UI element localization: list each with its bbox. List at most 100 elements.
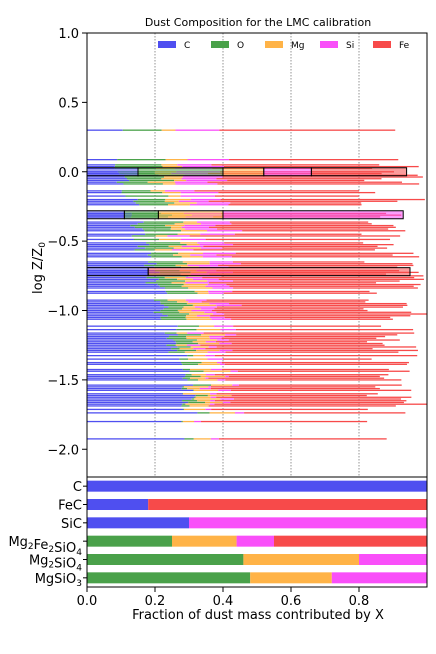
thin-bar-Fe xyxy=(227,179,365,182)
thin-bar-Mg xyxy=(187,387,200,390)
thin-bar-C xyxy=(87,181,117,183)
thin-bar-C xyxy=(87,263,157,265)
highlighted-bar-Mg xyxy=(222,167,265,177)
thin-bar-Si xyxy=(190,198,221,201)
thin-bar-Si xyxy=(167,235,190,237)
thin-bar-Fe xyxy=(231,318,393,320)
thin-bar-Mg xyxy=(164,176,183,178)
thin-bar-Mg xyxy=(194,290,209,293)
thin-bar-O xyxy=(181,387,188,390)
thin-bar-Mg xyxy=(161,129,176,131)
thin-bar-Mg xyxy=(176,332,188,334)
thin-bar-Mg xyxy=(188,287,213,289)
thin-bar-Fe xyxy=(208,377,385,379)
thin-bar-O xyxy=(181,405,190,407)
thin-bar-Fe xyxy=(200,344,385,346)
thin-bar-Si xyxy=(220,328,236,331)
thin-bar-O xyxy=(148,261,183,263)
thin-bar-Mg xyxy=(207,394,232,397)
thin-bar-O xyxy=(134,249,155,251)
thin-bar-Si xyxy=(209,302,230,305)
thin-bar-O xyxy=(145,233,178,235)
species-bar-Si xyxy=(359,554,427,565)
thin-bar-O xyxy=(145,282,172,284)
thin-bar-C xyxy=(87,401,189,404)
thin-bar-Fe xyxy=(214,403,427,405)
thin-bar-Si xyxy=(188,301,202,303)
thin-bar-O xyxy=(151,252,179,254)
thin-bar-Fe xyxy=(229,285,414,287)
thin-bar-O xyxy=(123,183,163,185)
thin-bar-O xyxy=(182,400,198,402)
thin-bar-Fe xyxy=(221,361,409,364)
legend-swatch-Si xyxy=(320,41,338,48)
thin-bar-Si xyxy=(185,282,209,284)
species-bar-C xyxy=(87,480,427,492)
thin-bar-Fe xyxy=(231,223,372,225)
thin-bar-Mg xyxy=(186,318,212,320)
thin-bar-O xyxy=(145,247,174,249)
thin-bar-Si xyxy=(202,256,232,258)
thin-bar-C xyxy=(87,287,165,289)
thin-bar-C xyxy=(87,202,136,204)
thin-bar-Si xyxy=(219,363,225,365)
species-label: SiC xyxy=(61,517,82,532)
thin-bar-Si xyxy=(172,249,194,251)
thin-bar-Fe xyxy=(209,226,396,228)
thin-bar-C xyxy=(87,389,194,391)
thin-bar-O xyxy=(157,283,184,286)
thin-bar-C xyxy=(87,344,167,346)
thin-bar-Si xyxy=(200,247,223,249)
thin-bar-O xyxy=(137,245,169,248)
thin-bar-Fe xyxy=(223,165,419,168)
thin-bar-Si xyxy=(196,315,211,317)
thin-bar-Mg xyxy=(186,315,197,317)
thin-bar-C xyxy=(87,179,130,182)
thin-bar-Mg xyxy=(175,264,188,267)
thin-bar-C xyxy=(87,245,138,248)
legend: C O Mg Si Fe xyxy=(158,41,410,51)
thin-bar-Si xyxy=(207,351,226,353)
thin-bar-Si xyxy=(180,195,215,197)
thin-bar-C xyxy=(87,316,161,319)
thin-bar-Si xyxy=(218,389,231,391)
legend-label-Mg: Mg xyxy=(291,41,304,51)
thin-bar-Fe xyxy=(201,301,366,303)
thin-bar-Si xyxy=(209,261,233,263)
thin-bar-Si xyxy=(204,311,217,313)
thin-bar-Si xyxy=(219,342,232,345)
thin-bar-O xyxy=(168,351,185,353)
thin-bar-Fe xyxy=(242,230,406,232)
thin-bar-O xyxy=(166,337,187,339)
thin-bar-Mg xyxy=(185,316,210,319)
thin-bar-Fe xyxy=(208,282,377,284)
thin-bar-Si xyxy=(190,254,217,256)
thin-bar-O xyxy=(144,230,182,232)
thin-bar-Fe xyxy=(232,261,365,263)
thin-bar-Si xyxy=(209,403,215,405)
thin-bar-Fe xyxy=(225,379,402,381)
thin-bar-Mg xyxy=(184,408,206,411)
thin-bar-O xyxy=(178,334,202,336)
thin-bar-Mg xyxy=(174,179,187,182)
thin-bar-Fe xyxy=(206,299,369,301)
thin-bar-O xyxy=(137,198,166,201)
thin-bar-Mg xyxy=(184,351,208,353)
thin-bar-Si xyxy=(180,191,219,194)
legend-label-Si: Si xyxy=(346,41,354,51)
thin-bar-Mg xyxy=(182,420,195,423)
thin-bar-Mg xyxy=(198,325,215,327)
legend-swatch-Mg xyxy=(265,41,283,48)
thin-bar-Mg xyxy=(147,181,175,183)
thin-bar-O xyxy=(130,224,166,227)
thin-bar-C xyxy=(87,358,180,360)
thin-bar-Fe xyxy=(224,242,364,244)
thin-bar-Si xyxy=(194,420,202,423)
thin-bar-O xyxy=(183,408,185,411)
thin-bar-O xyxy=(164,304,193,306)
thin-bar-O xyxy=(177,325,199,327)
thin-bar-Mg xyxy=(185,280,208,282)
thin-bar-Si xyxy=(187,264,219,267)
thin-bar-Mg xyxy=(168,245,182,248)
